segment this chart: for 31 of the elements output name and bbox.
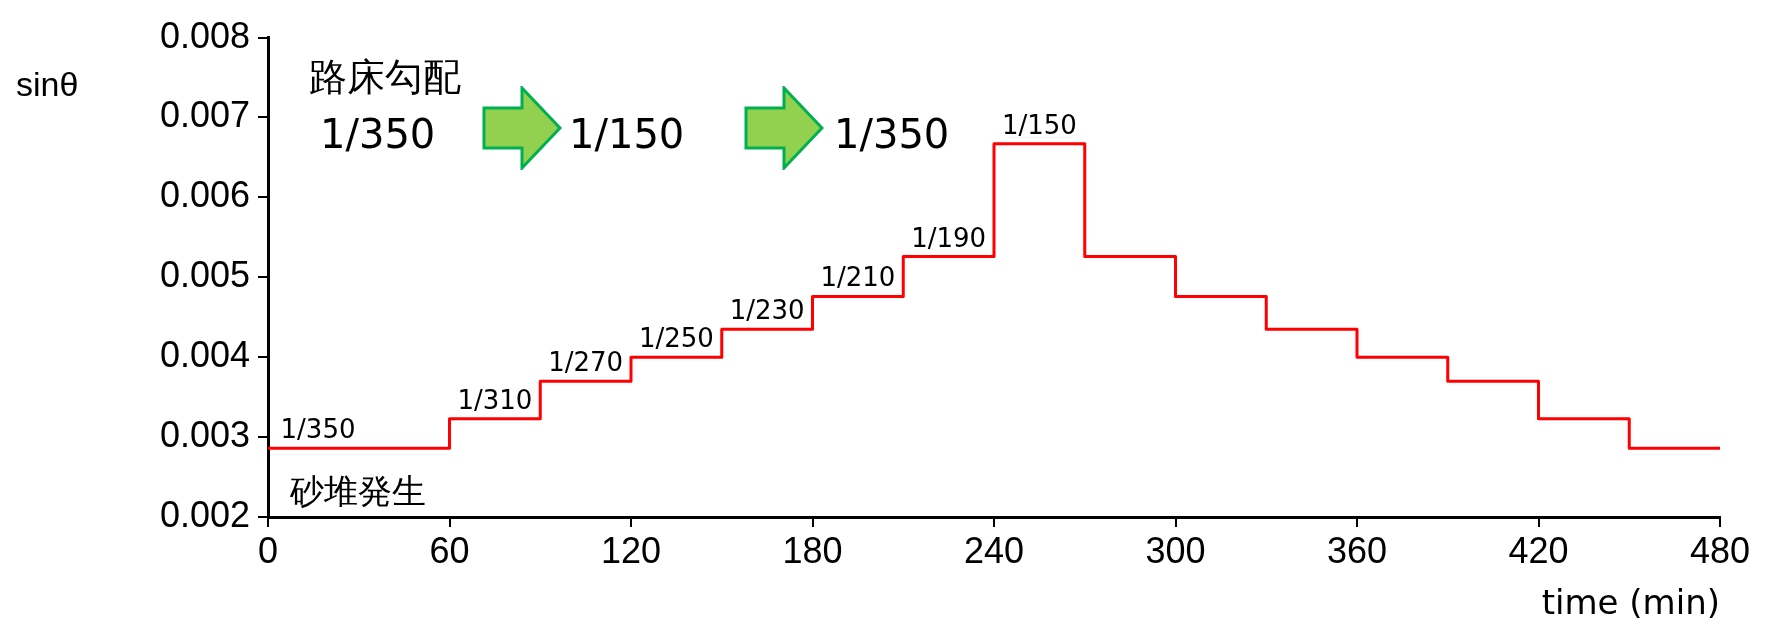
y-tick-label: 0.002: [159, 493, 250, 535]
data-label: 1/250: [638, 323, 714, 354]
y-tick-label: 0.003: [159, 414, 250, 456]
y-tick-label: 0.005: [159, 254, 250, 296]
x-tick-label: 360: [1326, 529, 1388, 571]
x-tick-label: 180: [782, 529, 843, 571]
x-tick-label: 240: [963, 529, 1025, 571]
annotation: 路床勾配: [309, 55, 461, 99]
data-label: 1/150: [1001, 109, 1077, 140]
x-axis-title: time (min): [1541, 582, 1720, 623]
annotation: 1/350: [834, 111, 950, 157]
annotation: 砂堆発生: [289, 471, 426, 511]
data-label: 1/350: [280, 414, 356, 445]
y-tick-label: 0.008: [159, 14, 250, 56]
data-label: 1/310: [457, 384, 533, 415]
x-tick-label: 300: [1145, 529, 1206, 571]
data-label: 1/230: [729, 295, 805, 326]
data-label: 1/190: [911, 222, 987, 253]
x-tick-label: 480: [1689, 529, 1751, 571]
x-tick-label: 0: [257, 529, 279, 571]
annotation: 1/150: [569, 111, 685, 157]
x-tick-label: 60: [429, 529, 470, 571]
y-axis-title: sinθ: [16, 65, 79, 103]
data-label: 1/270: [548, 347, 624, 378]
data-label: 1/210: [820, 262, 896, 293]
annotation: 1/350: [320, 111, 436, 157]
y-tick-label: 0.007: [159, 94, 250, 136]
y-tick-label: 0.004: [159, 334, 250, 376]
x-tick-label: 420: [1508, 529, 1569, 571]
y-tick-label: 0.006: [159, 174, 250, 216]
x-tick-label: 120: [600, 529, 662, 571]
